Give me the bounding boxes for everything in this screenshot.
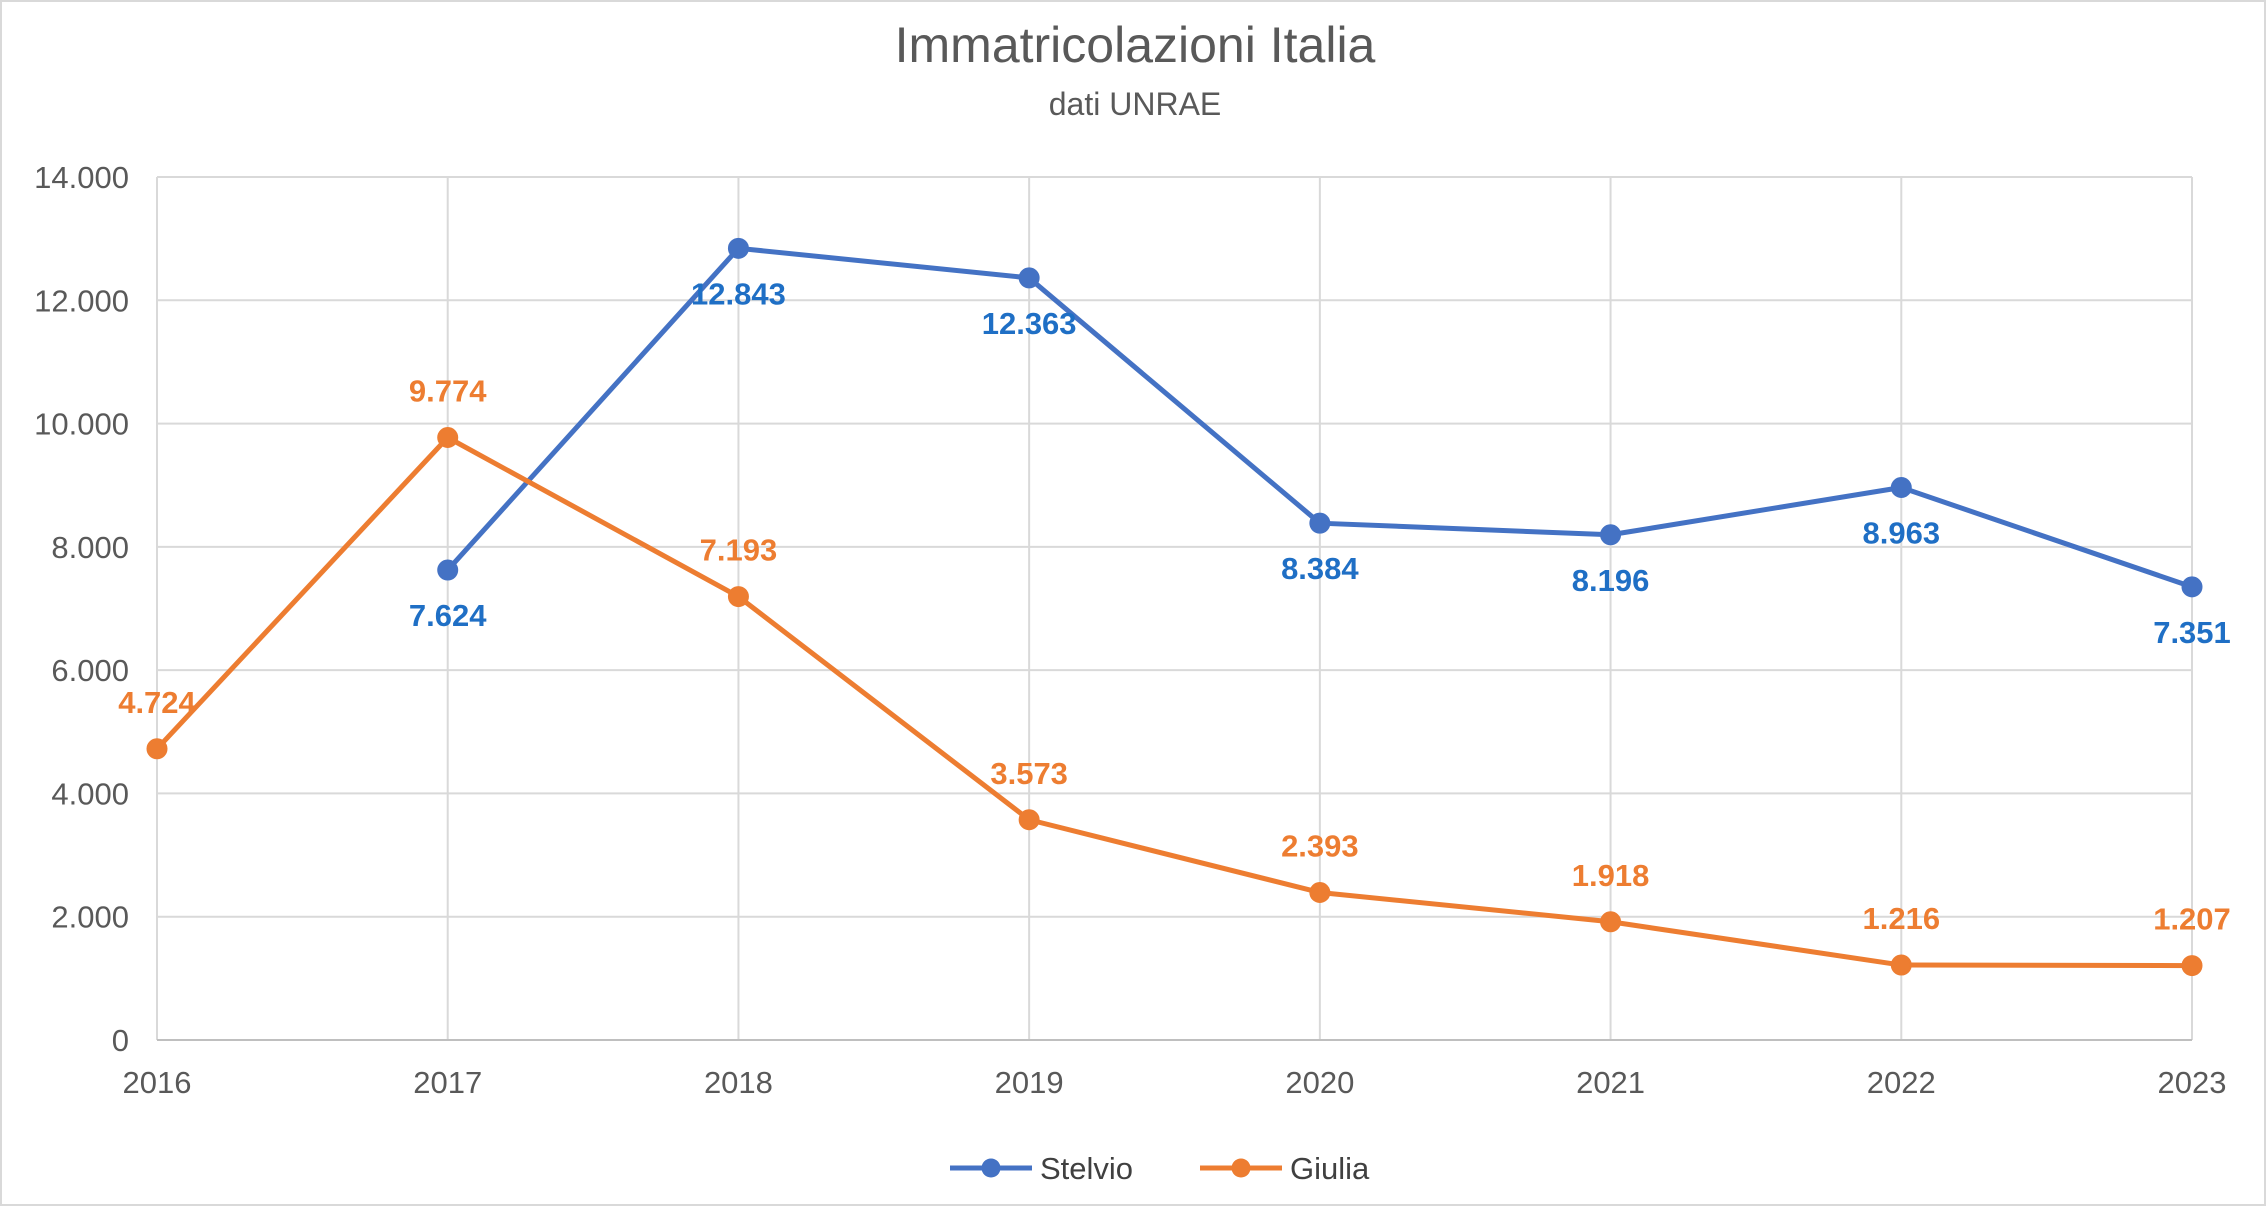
legend-swatch-marker [1231, 1158, 1251, 1178]
data-point-giulia [146, 738, 168, 760]
series-giulia [146, 427, 2203, 977]
data-label-giulia: 9.774 [409, 374, 487, 409]
legend-item-giulia: Giulia [1200, 1151, 1370, 1186]
data-point-giulia [2181, 955, 2203, 977]
data-point-stelvio [1600, 524, 1622, 546]
data-point-giulia [437, 427, 459, 449]
data-point-giulia [727, 586, 749, 608]
axes: 0 2.000 4.000 6.000 8.000 10.000 12.000 14.000 2… [34, 160, 2226, 1100]
legend-label: Stelvio [1040, 1151, 1133, 1186]
y-tick-label: 8.000 [51, 530, 129, 565]
chart-title: Immatricolazioni Italia [895, 17, 1376, 73]
y-tick-label: 0 [112, 1023, 129, 1058]
series-line-giulia [155, 435, 2193, 969]
data-label-stelvio: 12.843 [691, 276, 786, 311]
x-tick-label: 2018 [704, 1065, 773, 1100]
data-label-giulia: 1.207 [2153, 902, 2231, 937]
data-point-stelvio [437, 559, 459, 581]
data-label-stelvio: 8.196 [1572, 563, 1650, 598]
x-tick-label: 2020 [1285, 1065, 1354, 1100]
data-point-giulia [1600, 911, 1622, 933]
series-lines [146, 237, 2203, 977]
data-point-stelvio [1018, 267, 1040, 289]
data-label-giulia: 1.216 [1862, 901, 1940, 936]
x-tick-label: 2017 [413, 1065, 482, 1100]
x-tick-label: 2022 [1867, 1065, 1936, 1100]
data-label-giulia: 3.573 [990, 756, 1068, 791]
data-label-giulia: 4.724 [118, 685, 196, 720]
data-point-stelvio [727, 237, 749, 259]
data-label-giulia: 7.193 [700, 533, 778, 568]
x-tick-label: 2016 [123, 1065, 192, 1100]
data-point-giulia [1018, 809, 1040, 831]
x-tick-label: 2021 [1576, 1065, 1645, 1100]
legend-item-stelvio: Stelvio [950, 1151, 1133, 1186]
y-tick-label: 2.000 [51, 900, 129, 935]
data-label-stelvio: 8.384 [1281, 551, 1359, 586]
legend-label: Giulia [1290, 1151, 1370, 1186]
series-stelvio [437, 237, 2203, 598]
data-label-stelvio: 8.963 [1862, 515, 1940, 550]
x-tick-label: 2019 [995, 1065, 1064, 1100]
y-tick-label: 10.000 [34, 407, 129, 442]
y-tick-label: 14.000 [34, 160, 129, 195]
data-point-stelvio [1309, 512, 1331, 534]
data-label-stelvio: 7.624 [409, 598, 487, 633]
data-point-stelvio [2181, 576, 2203, 598]
data-label-stelvio: 7.351 [2153, 615, 2231, 650]
data-point-giulia [1890, 954, 1912, 976]
gridlines [156, 176, 2193, 1041]
y-tick-label: 6.000 [51, 653, 129, 688]
data-label-stelvio: 12.363 [982, 306, 1077, 341]
data-label-giulia: 2.393 [1281, 828, 1359, 863]
y-tick-label: 12.000 [34, 283, 129, 318]
legend: Stelvio Giulia [950, 1151, 1370, 1186]
chart-subtitle: dati UNRAE [1049, 86, 1222, 122]
data-label-giulia: 1.918 [1572, 858, 1650, 893]
data-labels: 7.624 12.843 12.363 8.384 8.196 8.963 7.351 4.7… [118, 276, 2231, 936]
data-point-giulia [1309, 881, 1331, 903]
legend-swatch-marker [981, 1158, 1001, 1178]
y-tick-label: 4.000 [51, 776, 129, 811]
data-point-stelvio [1890, 476, 1912, 498]
x-tick-label: 2023 [2158, 1065, 2227, 1100]
